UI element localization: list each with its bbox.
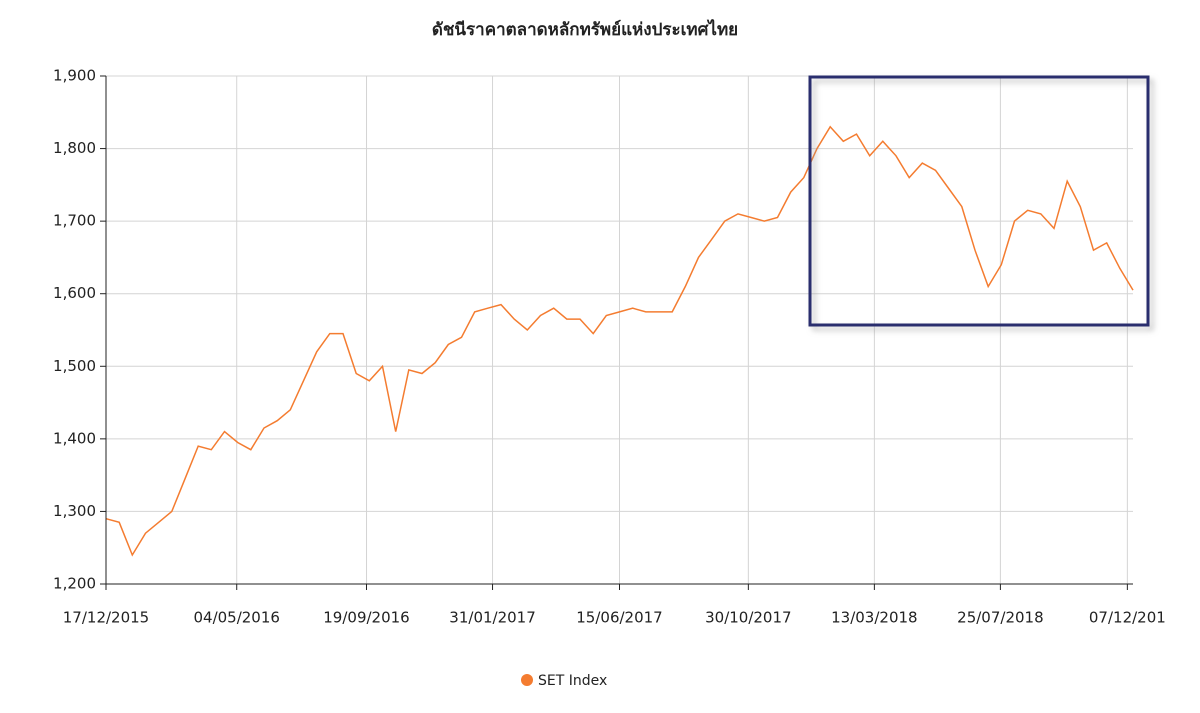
grid xyxy=(105,75,1133,585)
plot xyxy=(105,125,1134,557)
x-tick-label: 30/10/2017 xyxy=(705,609,791,627)
y-tick-label: 1,300 xyxy=(53,502,96,520)
y-tick-label: 1,200 xyxy=(53,575,96,593)
y-tick-label: 1,500 xyxy=(53,357,96,375)
x-tick-label: 15/06/2017 xyxy=(576,609,662,627)
y-tick-label: 1,400 xyxy=(53,429,96,447)
x-tick-label: 31/01/2017 xyxy=(449,609,535,627)
x-tick-label: 17/12/2015 xyxy=(63,609,149,627)
x-tick-label: 13/03/2018 xyxy=(831,609,917,627)
y-tick-label: 1,900 xyxy=(53,67,96,85)
x-tick-label: 04/05/2016 xyxy=(193,609,279,627)
series-line xyxy=(105,125,1134,557)
highlight-box xyxy=(808,75,1150,327)
legend-label: SET Index xyxy=(538,673,607,689)
chart-title: ดัชนีราคาตลาดหลักทรัพย์แห่งประเทศไทย xyxy=(432,19,738,40)
axes: 1,200 1,300 1,400 1,500 1,600 1,700 1,800 1,900… xyxy=(53,67,1166,690)
y-tick-label: 1,700 xyxy=(53,212,96,230)
x-tick-label: 25/07/2018 xyxy=(957,609,1043,627)
y-tick-label: 1,800 xyxy=(53,139,96,157)
x-tick-label: 07/12/201 xyxy=(1089,609,1166,627)
legend-marker xyxy=(521,674,533,686)
x-tick-label: 19/09/2016 xyxy=(323,609,409,627)
y-tick-label: 1,600 xyxy=(53,284,96,302)
